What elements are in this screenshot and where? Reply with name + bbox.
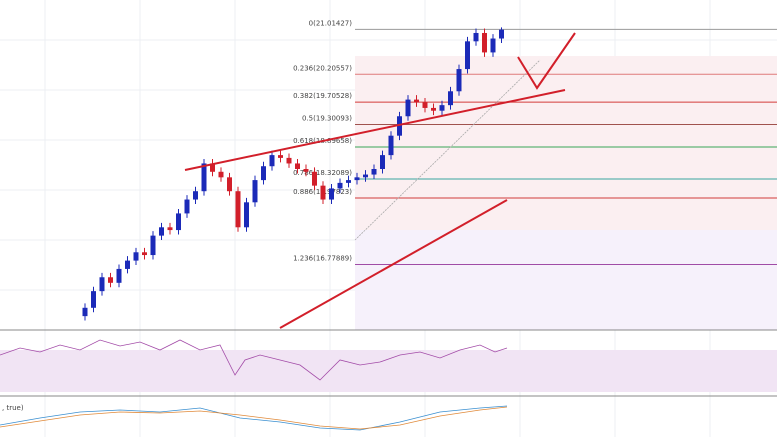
candle-body bbox=[448, 91, 453, 106]
candle-body bbox=[303, 169, 309, 172]
annotations bbox=[184, 32, 576, 329]
candle-body bbox=[261, 166, 266, 181]
candle-body bbox=[456, 69, 462, 92]
candle-body bbox=[422, 102, 428, 108]
candle-body bbox=[218, 171, 224, 178]
candle-body bbox=[490, 38, 496, 53]
candle-body bbox=[346, 180, 351, 183]
candle-body bbox=[82, 307, 88, 317]
candle-body bbox=[125, 260, 130, 269]
candle-body bbox=[482, 32, 487, 53]
candle-body bbox=[278, 155, 283, 158]
candle-body bbox=[244, 202, 249, 228]
candle-body bbox=[465, 41, 470, 70]
indicator-label: , true) bbox=[2, 404, 24, 412]
candle-body bbox=[142, 252, 147, 256]
candle-body bbox=[116, 268, 122, 283]
candle-body bbox=[133, 252, 139, 261]
candle-body bbox=[210, 163, 215, 172]
candle-body bbox=[176, 213, 181, 231]
fib-zone-lower bbox=[355, 230, 777, 330]
candle-body bbox=[397, 116, 402, 136]
candle-body bbox=[235, 191, 241, 228]
candle-body bbox=[354, 177, 360, 181]
macd-line bbox=[0, 405, 508, 431]
fib-trend bbox=[354, 59, 541, 241]
candle-body bbox=[312, 171, 317, 186]
candle-body bbox=[201, 163, 207, 192]
candle-body bbox=[167, 227, 173, 231]
candles bbox=[82, 27, 504, 321]
candle-body bbox=[286, 157, 292, 164]
fib-label: 0(21.01427) bbox=[309, 19, 353, 27]
candle-body bbox=[269, 155, 275, 167]
candle-body bbox=[193, 191, 198, 200]
candle-body bbox=[227, 177, 232, 192]
candle-body bbox=[159, 227, 164, 236]
candle-body bbox=[150, 235, 156, 256]
candle-body bbox=[363, 174, 368, 178]
candle-body bbox=[295, 163, 300, 169]
fib-label: 0.236(20.20557) bbox=[293, 64, 352, 72]
fib-label: 0.382(19.70528) bbox=[293, 92, 352, 100]
signal-line bbox=[0, 406, 508, 430]
candle-body bbox=[99, 277, 105, 292]
rsi-band bbox=[0, 350, 777, 392]
candle-body bbox=[371, 169, 377, 175]
candle-body bbox=[431, 107, 436, 111]
candle-body bbox=[320, 185, 326, 200]
candle-body bbox=[252, 180, 258, 203]
candle-body bbox=[414, 99, 419, 103]
candle-body bbox=[473, 32, 479, 42]
fib-label: 0.786(18.32089) bbox=[293, 169, 352, 177]
candle-body bbox=[337, 182, 343, 189]
candle-body bbox=[329, 188, 334, 200]
candle-body bbox=[108, 277, 113, 283]
candle-body bbox=[380, 155, 385, 169]
candle-body bbox=[184, 199, 190, 214]
candle-body bbox=[388, 135, 394, 156]
fib-label: 0.5(19.30093) bbox=[302, 115, 352, 123]
fib-label: 1.236(16.77889) bbox=[293, 255, 352, 263]
rsi-line bbox=[0, 339, 508, 381]
candle-body bbox=[439, 105, 445, 111]
candle-body bbox=[499, 29, 504, 39]
candle-body bbox=[405, 99, 411, 117]
candle-body bbox=[91, 291, 96, 308]
